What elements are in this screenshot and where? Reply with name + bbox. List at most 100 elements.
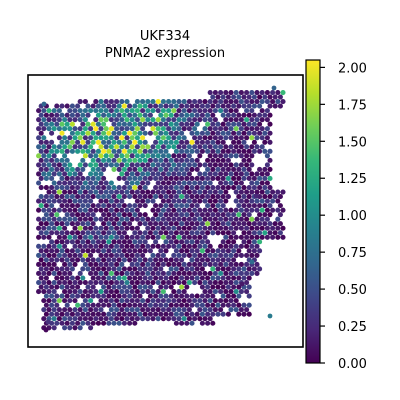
expression-spot [181, 135, 187, 141]
expression-spot [176, 298, 182, 304]
expression-spot [197, 144, 203, 150]
expression-spot [199, 230, 205, 236]
expression-spot [259, 89, 265, 96]
expression-spot [49, 284, 55, 290]
expression-spot [82, 289, 88, 295]
expression-spot [121, 184, 127, 191]
expression-spot [114, 316, 120, 322]
expression-spot [181, 298, 187, 304]
expression-spot [192, 126, 198, 132]
expression-spot [46, 189, 52, 195]
expression-spot [153, 266, 159, 272]
expression-spot [140, 252, 146, 258]
expression-spot [121, 166, 127, 172]
expression-spot [166, 117, 172, 123]
expression-spot [275, 99, 281, 105]
expression-spot [93, 270, 99, 277]
expression-spot [215, 311, 221, 317]
expression-spot [72, 279, 78, 286]
colorbar-tick-label: 1.75 [338, 98, 367, 113]
expression-spot [90, 212, 96, 218]
expression-spot [215, 194, 221, 200]
expression-spot [254, 234, 260, 240]
expression-spot [51, 270, 57, 277]
expression-spot [82, 316, 88, 322]
expression-spot [64, 212, 70, 218]
expression-spot [210, 230, 216, 236]
expression-spot [59, 175, 65, 182]
expression-spot [186, 261, 192, 267]
expression-spot [202, 180, 208, 186]
expression-spot [179, 230, 185, 236]
expression-spot [134, 162, 140, 168]
expression-spot [163, 221, 169, 227]
expression-spot [215, 166, 221, 172]
expression-spot [46, 225, 52, 231]
expression-spot [93, 171, 99, 177]
expression-spot [106, 194, 112, 200]
expression-spot [67, 207, 73, 213]
expression-spot [59, 320, 65, 326]
expression-spot [121, 248, 127, 254]
expression-spot [231, 166, 237, 172]
expression-spot [192, 189, 198, 195]
expression-spot [238, 207, 244, 213]
expression-spot [176, 117, 182, 123]
expression-spot [257, 121, 263, 127]
expression-spot [41, 171, 47, 177]
chart-title-line2: PNMA2 expression [105, 46, 225, 61]
expression-spot [184, 221, 190, 227]
expression-spot [218, 126, 224, 132]
expression-spot [218, 225, 224, 231]
expression-spot [202, 135, 208, 141]
expression-spot [137, 103, 143, 109]
expression-spot [62, 162, 68, 168]
expression-spot [64, 293, 70, 299]
expression-spot [101, 148, 107, 154]
expression-spot [202, 216, 208, 222]
expression-spot [262, 230, 268, 236]
expression-spot [106, 103, 112, 109]
expression-spot [43, 327, 49, 333]
expression-spot [132, 112, 138, 118]
expression-spot [137, 221, 143, 227]
expression-spot [163, 103, 169, 109]
expression-spot [140, 198, 146, 204]
expression-spot [228, 207, 234, 213]
expression-spot [77, 270, 83, 277]
expression-spot [207, 117, 213, 123]
expression-spot [95, 230, 101, 236]
expression-spot [160, 270, 166, 277]
expression-spot [88, 307, 94, 313]
expression-spot [184, 284, 190, 290]
expression-spot [199, 148, 205, 154]
expression-spot [233, 89, 239, 96]
expression-spot [267, 221, 273, 227]
expression-spot [90, 157, 96, 163]
expression-spot [192, 243, 198, 249]
expression-spot [158, 184, 164, 191]
expression-spot [137, 302, 143, 308]
expression-spot [59, 230, 65, 236]
expression-spot [244, 171, 250, 177]
expression-spot [111, 239, 117, 245]
expression-spot [103, 298, 109, 304]
expression-spot [67, 171, 73, 177]
expression-spot [197, 298, 203, 304]
expression-spot [41, 279, 47, 286]
expression-spot [194, 293, 200, 299]
expression-spot [101, 112, 107, 118]
expression-spot [220, 257, 226, 263]
expression-spot [62, 298, 68, 304]
expression-spot [59, 103, 65, 109]
expression-spot [124, 225, 130, 231]
expression-spot [215, 302, 221, 308]
expression-spot [121, 257, 127, 263]
expression-spot [36, 279, 42, 286]
expression-spot [119, 108, 125, 114]
expression-spot [212, 153, 218, 159]
expression-spot [160, 261, 166, 267]
expression-spot [127, 221, 133, 227]
expression-spot [106, 203, 112, 209]
expression-spot [147, 221, 153, 227]
